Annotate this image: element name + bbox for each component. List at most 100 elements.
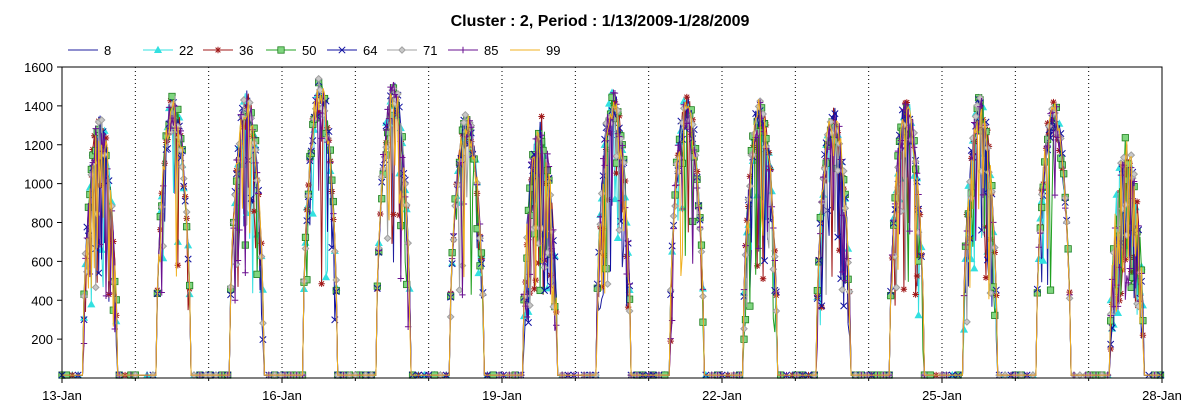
series-marker [528,158,535,166]
series-line [62,88,1162,376]
series-marker [624,238,632,245]
series-marker [831,110,839,118]
series-marker [597,189,606,198]
series-marker [754,262,761,270]
series-marker [1107,340,1115,348]
x-tick-label: 16-Jan [262,388,302,403]
series-marker [474,268,483,277]
series-marker [900,106,908,113]
legend-item: 71 [387,43,437,58]
series-marker [671,182,679,189]
series-marker [758,115,765,122]
series-marker [608,93,616,101]
series-marker [538,113,545,120]
series-marker [97,116,106,124]
series-marker [1051,191,1059,199]
legend-label: 36 [239,43,253,58]
series-marker [682,110,689,117]
series-marker [314,74,323,83]
series-marker [318,135,325,142]
chart-title: Cluster : 2, Period : 1/13/2009-1/28/200… [451,13,750,30]
series-marker [253,270,261,278]
x-tick-label: 25-Jan [922,388,962,403]
series-marker [673,181,680,189]
series-marker [536,286,544,295]
series-marker [610,194,619,203]
x-tick-label: 19-Jan [482,388,522,403]
series-marker [613,233,622,242]
legend-item: 85 [448,43,498,58]
series-marker [377,172,386,181]
legend-item: 50 [266,43,316,58]
series-marker [970,264,979,272]
series-marker [839,268,846,276]
x-tick-label: 13-Jan [42,388,82,403]
series-marker [741,316,750,324]
series-marker [397,275,404,282]
y-tick-label: 1200 [24,138,53,153]
series-marker [822,155,830,162]
legend-label: 71 [423,43,437,58]
series-marker [168,92,176,101]
series-marker [615,226,624,234]
series-marker [693,184,701,192]
y-axis: 200 400 600 800 1000 1200 1400 1600 [24,60,62,347]
series-marker [1133,198,1141,205]
series-marker [617,217,625,225]
series-marker [818,302,826,310]
series-marker [612,152,621,161]
series-marker [613,169,620,177]
series-marker [616,133,623,140]
series-marker [214,46,222,54]
series-marker [316,86,325,94]
series-marker [388,86,396,94]
legend-item: 64 [327,43,377,58]
series-marker [979,191,987,199]
series-marker [245,98,254,107]
series-marker [1039,256,1048,264]
series-marker [105,291,113,298]
series-marker [914,257,923,265]
series-marker [963,317,971,326]
series-marker [459,46,467,54]
series-marker [765,162,773,170]
series-marker [238,104,246,112]
series-marker [338,46,346,54]
series-marker [895,131,904,139]
series-marker [1044,135,1052,143]
series-marker [538,132,545,139]
series-marker [461,110,470,119]
series-marker [759,275,767,283]
series-marker [91,283,100,292]
series-marker [600,225,607,232]
series-marker [842,277,849,284]
series-marker [524,318,532,327]
series-marker [158,289,165,296]
y-tick-label: 1600 [24,60,53,75]
series-marker [760,257,769,265]
series-marker [322,97,330,105]
series-marker [165,104,173,111]
series-marker [991,311,999,320]
series-marker [623,270,630,278]
series-marker [986,289,995,297]
series-marker [234,257,242,264]
series-marker [96,241,104,248]
series-marker [689,217,697,226]
series-marker [683,93,690,101]
series-marker [532,135,539,143]
series-99 [62,88,1162,376]
y-tick-label: 400 [31,293,53,308]
series-marker [836,123,843,130]
series-marker [1037,229,1044,237]
series-marker [153,45,163,54]
series-marker [1044,142,1051,150]
series-marker [755,245,762,252]
series-marker [601,162,608,169]
series-marker [321,273,331,281]
series-marker [690,146,698,154]
series-marker [237,111,245,118]
series-marker [912,291,919,298]
series-marker [892,283,901,292]
